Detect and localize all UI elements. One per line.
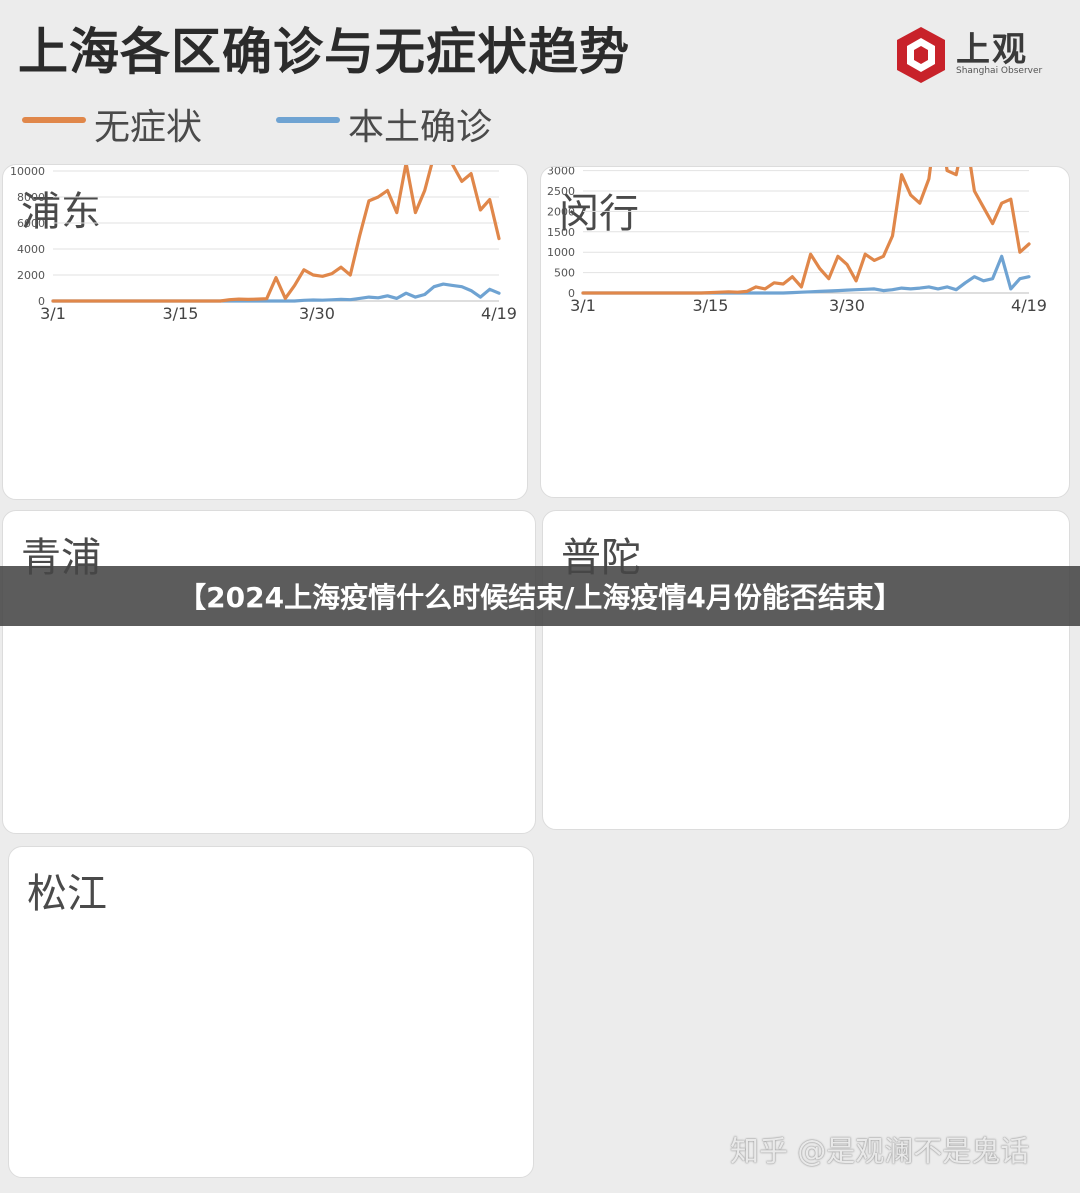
y-tick-label: 10000 bbox=[10, 165, 45, 178]
line-chart-qingpu: 010020030040050060070080090010003/13/153… bbox=[3, 511, 536, 834]
x-tick-label: 3/30 bbox=[829, 296, 865, 315]
series-line-confirmed bbox=[51, 282, 501, 303]
y-tick-label: 6000 bbox=[17, 217, 45, 230]
article-title-banner: 【2024上海疫情什么时候结束/上海疫情4月份能否结束】 bbox=[0, 566, 1080, 626]
series-line-asymptomatic bbox=[51, 165, 501, 303]
x-tick-label: 3/15 bbox=[162, 304, 198, 323]
chart-title: 松江 bbox=[27, 871, 107, 917]
header: 上海各区确诊与无症状趋势 无症状 本土确诊 上观 Shanghai Observ… bbox=[0, 0, 1080, 152]
chart-title: 闵行 bbox=[559, 191, 639, 237]
y-tick-label: 2000 bbox=[17, 269, 45, 282]
y-tick-label: 500 bbox=[554, 267, 575, 280]
x-tick-label: 4/19 bbox=[481, 304, 517, 323]
line-chart-pudong: 02000400060008000100001200014000160003/1… bbox=[10, 165, 517, 323]
y-tick-label: 8000 bbox=[17, 191, 45, 204]
y-tick-label: 4000 bbox=[17, 243, 45, 256]
legend-label-asymptomatic: 无症状 bbox=[94, 107, 203, 148]
logo-icon bbox=[897, 27, 945, 83]
x-tick-label: 3/15 bbox=[692, 296, 728, 315]
banner-text: 【2024上海疫情什么时候结束/上海疫情4月份能否结束】 bbox=[178, 581, 902, 614]
chart-panel-qingpu: 青浦 010020030040050060070080090010003/13/… bbox=[2, 510, 536, 834]
y-tick-label: 2000 bbox=[547, 205, 575, 218]
y-tick-label: 1500 bbox=[547, 226, 575, 239]
line-chart-minhang: 0500100015002000250030003500400045005000… bbox=[547, 167, 1047, 315]
legend-swatch-asymptomatic bbox=[22, 117, 86, 123]
chart-panel-putuo: 普陀 020040060080010001200140016003/13/153… bbox=[542, 510, 1070, 830]
legend-label-confirmed: 本土确诊 bbox=[348, 107, 493, 148]
line-chart-putuo: 020040060080010001200140016003/13/153/30… bbox=[543, 511, 1070, 830]
y-tick-label: 0 bbox=[38, 295, 45, 308]
x-tick-label: 3/1 bbox=[570, 296, 596, 315]
chart-panel-songjiang: 松江 0200400600800100012001400160018003/13… bbox=[8, 846, 534, 1178]
logo-subtitle: Shanghai Observer bbox=[956, 66, 1043, 76]
watermark: 知乎 @是观澜不是鬼话 bbox=[730, 1134, 1030, 1168]
x-tick-label: 3/30 bbox=[299, 304, 335, 323]
x-tick-label: 3/1 bbox=[40, 304, 66, 323]
line-chart-songjiang: 0200400600800100012001400160018003/13/15… bbox=[9, 847, 534, 1178]
logo-text: 上观 bbox=[956, 30, 1028, 70]
y-tick-label: 1000 bbox=[547, 246, 575, 259]
series-line-asymptomatic bbox=[581, 167, 1031, 295]
chart-panel-minhang: 闵行 0500100015002000250030003500400045005… bbox=[540, 166, 1070, 498]
logo: 上观 Shanghai Observer bbox=[890, 22, 1060, 86]
y-tick-label: 2500 bbox=[547, 185, 575, 198]
page-title: 上海各区确诊与无症状趋势 bbox=[18, 23, 630, 81]
y-tick-label: 0 bbox=[568, 287, 575, 300]
legend-swatch-confirmed bbox=[276, 117, 340, 123]
x-tick-label: 4/19 bbox=[1011, 296, 1047, 315]
y-tick-label: 3000 bbox=[547, 167, 575, 178]
chart-panel-pudong: 浦东 0200040006000800010000120001400016000… bbox=[2, 164, 528, 500]
